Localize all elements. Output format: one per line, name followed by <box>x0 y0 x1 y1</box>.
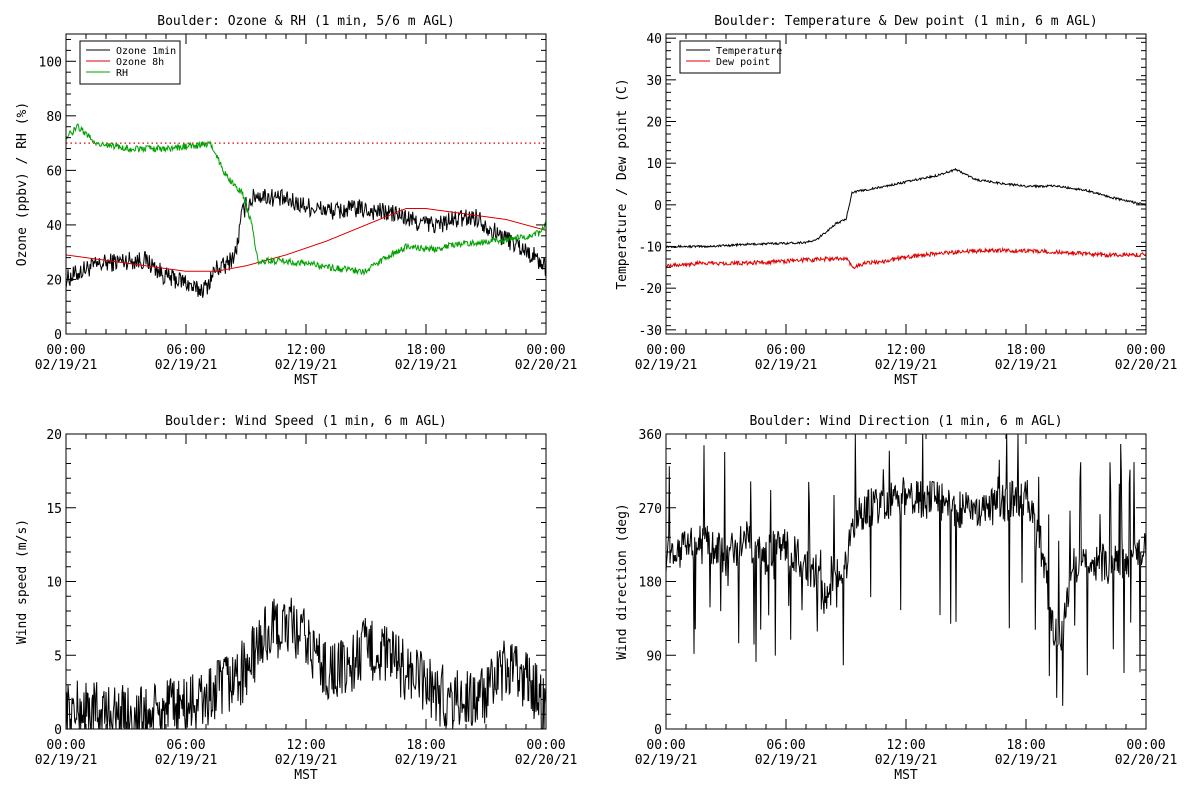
y-tick-label: 270 <box>639 502 662 517</box>
x-tick-label-time: 12:00 <box>886 343 925 358</box>
x-tick-label-date: 02/19/21 <box>995 358 1058 373</box>
x-tick-label-time: 00:00 <box>526 738 565 753</box>
x-tick-label-date: 02/19/21 <box>155 753 218 768</box>
x-tick-label-date: 02/19/21 <box>35 358 98 373</box>
x-tick-label-time: 06:00 <box>766 738 805 753</box>
x-tick-label-time: 00:00 <box>1126 738 1165 753</box>
x-tick-label-date: 02/20/21 <box>1115 753 1178 768</box>
y-axis-label: Ozone (ppbv) / RH (%) <box>15 102 30 266</box>
x-tick-label-date: 02/19/21 <box>395 753 458 768</box>
x-tick-label-time: 00:00 <box>46 343 85 358</box>
x-tick-label-date: 02/19/21 <box>635 753 698 768</box>
chart-title: Boulder: Wind Direction (1 min, 6 m AGL) <box>749 414 1062 429</box>
y-tick-label: -10 <box>639 241 662 256</box>
x-tick-label-date: 02/19/21 <box>995 753 1058 768</box>
x-tick-label-time: 00:00 <box>646 343 685 358</box>
series-line-3 <box>66 123 546 277</box>
x-tick-label-date: 02/19/21 <box>875 753 938 768</box>
x-tick-label-time: 00:00 <box>46 738 85 753</box>
y-tick-label: 10 <box>46 576 62 591</box>
legend-label: Ozone 8h <box>116 57 164 68</box>
y-axis-label: Wind speed (m/s) <box>15 519 30 644</box>
legend-label: Dew point <box>716 57 770 68</box>
y-tick-label: 0 <box>654 723 662 738</box>
x-tick-label-date: 02/19/21 <box>395 358 458 373</box>
y-tick-label: 20 <box>646 116 662 131</box>
x-tick-label-date: 02/19/21 <box>875 358 938 373</box>
chart-panel-3: Boulder: Wind Speed (1 min, 6 m AGL) 0 5 10… <box>15 414 577 783</box>
x-tick-label-time: 00:00 <box>526 343 565 358</box>
x-tick-label-time: 18:00 <box>406 343 445 358</box>
y-tick-label: 100 <box>39 55 62 70</box>
series-line-1 <box>666 167 1146 249</box>
y-tick-label: 10 <box>646 157 662 172</box>
x-tick-label-date: 02/19/21 <box>155 358 218 373</box>
y-tick-label: 15 <box>46 502 62 517</box>
y-tick-label: 180 <box>639 576 662 591</box>
series-line-1 <box>66 597 546 729</box>
x-axis-label: MST <box>894 373 918 388</box>
x-tick-label-time: 06:00 <box>166 343 205 358</box>
legend-box <box>79 40 181 85</box>
y-tick-label: 40 <box>46 219 62 234</box>
x-tick-label-date: 02/20/21 <box>515 753 578 768</box>
y-tick-label: 60 <box>46 164 62 179</box>
y-tick-label: 0 <box>54 328 62 343</box>
series-line-2 <box>666 246 1146 270</box>
x-axis-label: MST <box>294 373 318 388</box>
y-tick-label: 0 <box>54 723 62 738</box>
y-axis-label: Temperature / Dew point (C) <box>615 78 630 289</box>
y-tick-label: 40 <box>646 32 662 47</box>
y-tick-label: 80 <box>46 110 62 125</box>
chart-panel-4: Boulder: Wind Direction (1 min, 6 m AGL)… <box>615 414 1177 783</box>
x-tick-label-date: 02/19/21 <box>635 358 698 373</box>
legend-label: Ozone 1min <box>116 46 176 57</box>
series-line-2 <box>66 208 546 272</box>
x-tick-label-time: 18:00 <box>1006 738 1045 753</box>
x-axis-label: MST <box>894 768 918 783</box>
plot-frame <box>665 33 1147 335</box>
chart-panel-1: Boulder: Ozone & RH (1 min, 5/6 m AGL)02… <box>15 14 577 388</box>
x-tick-label-date: 02/19/21 <box>755 753 818 768</box>
x-tick-label-time: 12:00 <box>886 738 925 753</box>
legend-label: Temperature <box>716 46 782 57</box>
x-tick-label-time: 06:00 <box>766 343 805 358</box>
y-tick-label: 90 <box>646 649 662 664</box>
x-tick-label-date: 02/19/21 <box>35 753 98 768</box>
x-tick-label-time: 18:00 <box>1006 343 1045 358</box>
x-tick-label-time: 00:00 <box>646 738 685 753</box>
x-tick-label-time: 00:00 <box>1126 343 1165 358</box>
chart-title: Boulder: Ozone & RH (1 min, 5/6 m AGL) <box>157 14 454 29</box>
y-tick-label: 5 <box>54 649 62 664</box>
y-axis-label: Wind direction (deg) <box>615 503 630 660</box>
y-tick-label: -30 <box>639 324 662 339</box>
chart-panel-2: Boulder: Temperature & Dew point (1 min,… <box>615 14 1177 388</box>
x-tick-label-date: 02/19/21 <box>275 753 338 768</box>
legend-label: RH <box>116 68 128 79</box>
x-tick-label-date: 02/19/21 <box>755 358 818 373</box>
y-tick-label: -20 <box>639 282 662 297</box>
x-tick-label-date: 02/20/21 <box>515 358 578 373</box>
x-tick-label-time: 12:00 <box>286 738 325 753</box>
x-tick-label-time: 12:00 <box>286 343 325 358</box>
series-line-1 <box>666 434 1146 706</box>
x-tick-label-date: 02/19/21 <box>275 358 338 373</box>
series-line-1 <box>66 188 546 298</box>
chart-title: Boulder: Wind Speed (1 min, 6 m AGL) <box>165 414 447 429</box>
chart-title: Boulder: Temperature & Dew point (1 min,… <box>714 14 1098 29</box>
y-tick-label: 0 <box>654 199 662 214</box>
y-tick-label: 30 <box>646 74 662 89</box>
x-tick-label-time: 06:00 <box>166 738 205 753</box>
x-tick-label-date: 02/20/21 <box>1115 358 1178 373</box>
x-axis-label: MST <box>294 768 318 783</box>
y-tick-label: 360 <box>639 428 662 443</box>
plot-frame <box>65 433 547 730</box>
legend-box <box>679 40 781 74</box>
y-tick-label: 20 <box>46 273 62 288</box>
y-tick-label: 20 <box>46 428 62 443</box>
x-tick-label-time: 18:00 <box>406 738 445 753</box>
